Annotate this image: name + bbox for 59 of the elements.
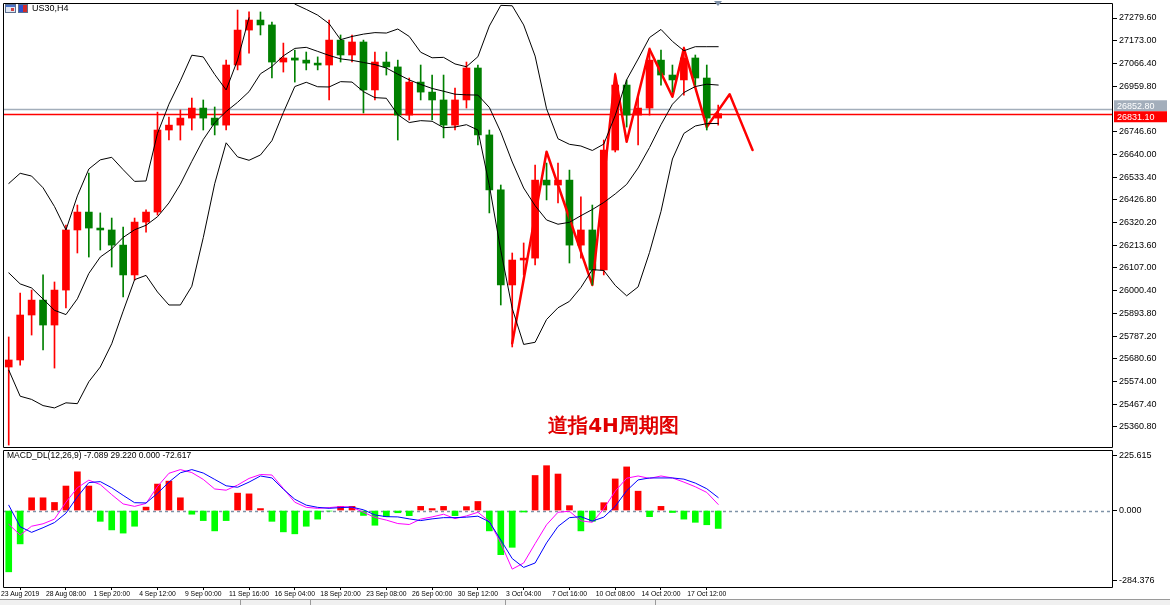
y-tick-label: 225.615	[1119, 449, 1152, 460]
ref-line-label: 26852.80	[1117, 100, 1155, 111]
bar	[646, 510, 653, 517]
y-tick-label: 25680.60	[1119, 353, 1157, 364]
bar	[5, 510, 13, 573]
y-tick-label: 26213.60	[1119, 239, 1157, 250]
y-tick-label: 26533.40	[1119, 171, 1157, 182]
bar	[463, 506, 470, 511]
bar	[257, 508, 264, 511]
y-tick-label: 26000.40	[1119, 285, 1157, 296]
bar	[417, 506, 425, 511]
y-tick-label: 25360.80	[1119, 421, 1157, 432]
chart-title: MACD_DL(12,26,9) -7.089 29.220 0.000 -72.617	[7, 450, 192, 461]
y-tick-label: 25787.20	[1119, 330, 1157, 341]
bar	[623, 466, 630, 511]
bar	[302, 510, 310, 527]
bar	[508, 510, 516, 548]
bar	[211, 510, 219, 532]
y-tick-label: 27279.60	[1119, 12, 1157, 23]
y-tick-label: 25893.80	[1119, 307, 1157, 318]
y-tick-label: -284.376	[1119, 574, 1155, 585]
text: 道指4H周期图	[548, 412, 679, 437]
y-tick-label: 26107.00	[1119, 262, 1157, 273]
bar	[280, 510, 287, 533]
bar	[714, 510, 722, 529]
bar	[440, 506, 447, 511]
bar	[108, 510, 116, 531]
bar	[543, 465, 550, 511]
bar	[268, 510, 276, 522]
y-tick-label: 26640.00	[1119, 148, 1157, 159]
y-tick-label: 26959.80	[1119, 80, 1157, 91]
bar	[291, 510, 299, 535]
bar	[669, 510, 676, 513]
bar	[51, 502, 58, 511]
bar	[131, 510, 138, 527]
bar	[85, 485, 93, 511]
bar	[314, 510, 322, 520]
y-tick-label: 26746.60	[1119, 126, 1157, 137]
bar	[188, 510, 196, 515]
bar	[74, 471, 81, 511]
bar	[234, 492, 241, 511]
y-tick-label: 27173.00	[1119, 35, 1157, 46]
bar	[405, 510, 413, 517]
y-tick-label: 25467.40	[1119, 398, 1157, 409]
bar	[177, 497, 184, 511]
bar	[96, 510, 104, 522]
bar	[28, 497, 35, 511]
bar	[691, 510, 699, 523]
y-tick-label: 26320.20	[1119, 216, 1157, 227]
y-tick-label: 26426.80	[1119, 194, 1157, 205]
bar	[703, 510, 711, 526]
y-tick-label: 0.000	[1119, 505, 1142, 516]
y-tick-label: 25574.00	[1119, 375, 1157, 386]
chart-subtitle: US30,H4	[32, 3, 69, 14]
bar	[566, 505, 573, 511]
y-tick-label: 27066.40	[1119, 57, 1157, 68]
bar	[199, 510, 207, 521]
ref-line-label: 26831.10	[1117, 111, 1155, 122]
bar	[39, 497, 47, 511]
